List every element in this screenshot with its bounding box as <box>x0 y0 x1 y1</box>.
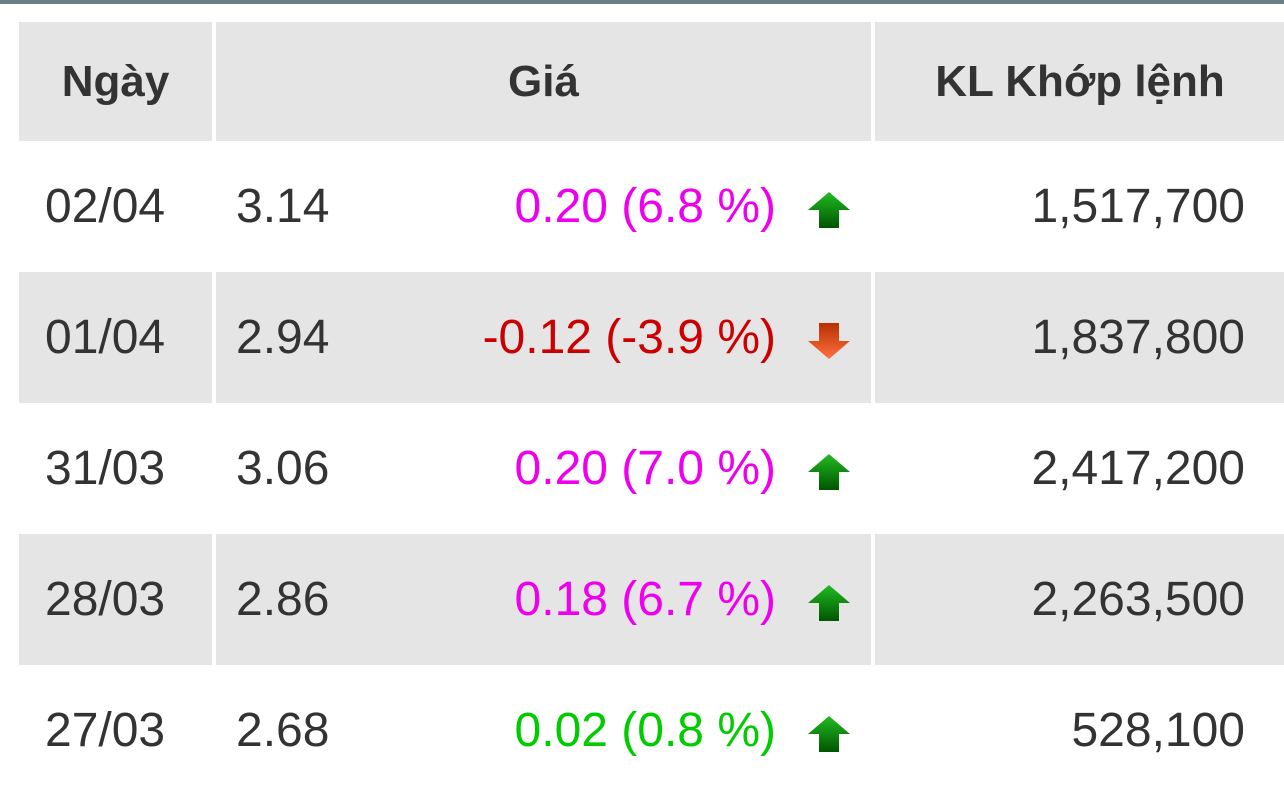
price-cell: 3.14 0.20 (6.8 %) <box>216 141 871 272</box>
header-volume: KL Khớp lệnh <box>875 22 1284 141</box>
arrow-up-icon <box>806 449 852 490</box>
top-bar <box>0 0 1284 4</box>
price-history-table: Ngày Giá KL Khớp lệnh 02/04 3.14 0.20 (6… <box>19 22 1284 796</box>
price-change: 0.20 (6.8 %) <box>514 180 776 233</box>
price-change: 0.18 (6.7 %) <box>514 573 776 626</box>
price-cell: 2.86 0.18 (6.7 %) <box>216 534 871 665</box>
volume-cell: 2,263,500 <box>875 534 1284 665</box>
price-change: 0.20 (7.0 %) <box>514 442 776 495</box>
date-cell: 31/03 <box>45 442 166 495</box>
volume-cell: 1,517,700 <box>1031 180 1245 233</box>
arrow-down-icon <box>806 318 852 359</box>
arrow-up-icon <box>806 187 852 228</box>
table-row: 02/04 3.14 0.20 (6.8 %) 1,517,700 <box>19 141 1284 272</box>
date-cell: 02/04 <box>45 180 166 233</box>
arrow-up-icon <box>806 580 852 621</box>
price-value: 2.86 <box>236 573 330 626</box>
table-row: 28/03 2.86 0.18 (6.7 %) 2,263,500 <box>19 534 1284 665</box>
date-cell: 28/03 <box>19 534 212 665</box>
price-value: 2.94 <box>236 311 330 364</box>
date-cell: 27/03 <box>45 704 166 757</box>
volume-cell: 2,417,200 <box>1031 442 1245 495</box>
volume-cell: 528,100 <box>1071 704 1245 757</box>
header-date: Ngày <box>19 22 212 141</box>
price-change: -0.12 (-3.9 %) <box>482 311 776 364</box>
table-row: 27/03 2.68 0.02 (0.8 %) 528,100 <box>19 665 1284 796</box>
date-cell: 01/04 <box>19 272 212 403</box>
price-cell: 3.06 0.20 (7.0 %) <box>216 403 871 534</box>
table-header: Ngày Giá KL Khớp lệnh <box>19 22 1284 141</box>
price-value: 3.06 <box>236 442 330 495</box>
table-row: 31/03 3.06 0.20 (7.0 %) 2,417,200 <box>19 403 1284 534</box>
price-cell: 2.68 0.02 (0.8 %) <box>216 665 871 796</box>
price-value: 3.14 <box>236 180 330 233</box>
table-row: 01/04 2.94 -0.12 (-3.9 %) 1,837,800 <box>19 272 1284 403</box>
header-price: Giá <box>216 22 871 141</box>
price-cell: 2.94 -0.12 (-3.9 %) <box>216 272 871 403</box>
price-change: 0.02 (0.8 %) <box>514 704 776 757</box>
volume-cell: 1,837,800 <box>875 272 1284 403</box>
price-value: 2.68 <box>236 704 330 757</box>
arrow-up-icon <box>806 711 852 752</box>
